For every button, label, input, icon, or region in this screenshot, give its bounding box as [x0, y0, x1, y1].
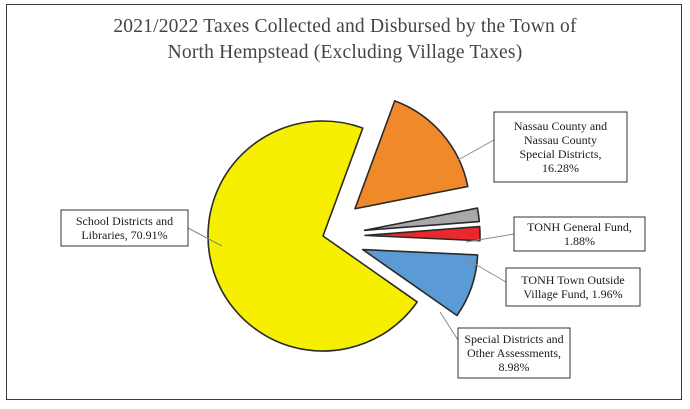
- chart-title: 2021/2022 Taxes Collected and Disbursed …: [0, 14, 690, 66]
- data-label-line: Special Districts and: [464, 332, 563, 346]
- data-label-line: TONH Town Outside: [521, 273, 624, 287]
- data-label-box-tonh-general-fund: [513, 216, 646, 252]
- data-label-box-tonh-outside-village: [505, 267, 641, 307]
- pie-slice-nassau-county: [354, 100, 469, 210]
- data-label-line: Other Assessments,: [467, 346, 561, 360]
- pie-slice-tonh-outside-village: [364, 225, 481, 242]
- chart-title-line-1: 2021/2022 Taxes Collected and Disbursed …: [113, 16, 577, 37]
- pie-slice-special-districts: [361, 248, 479, 317]
- data-label-line: 8.98%: [499, 360, 530, 374]
- leader-line-tonh-outside-village: [467, 259, 507, 283]
- data-label-tonh-general-fund: TONH General Fund, 1.88%: [527, 220, 632, 248]
- data-label-box-nassau-county: [493, 111, 628, 183]
- data-label-line: Village Fund, 1.96%: [523, 287, 622, 301]
- pie-slice-school-districts: [207, 120, 419, 352]
- leader-line-nassau-county: [457, 139, 495, 161]
- pie-slice-tonh-general-fund: [363, 207, 481, 232]
- data-label-tonh-outside-village: TONH Town Outside Village Fund, 1.96%: [521, 273, 624, 301]
- data-label-box-school-districts: [60, 209, 189, 247]
- data-label-line: 16.28%: [542, 161, 579, 175]
- data-label-line: Libraries, 70.91%: [81, 228, 167, 242]
- data-label-line: Special Districts,: [520, 147, 602, 161]
- data-label-line: TONH General Fund,: [527, 220, 632, 234]
- leader-line-special-districts: [439, 311, 459, 341]
- leader-line-school-districts: [187, 227, 223, 247]
- leader-line-tonh-general-fund: [465, 233, 515, 243]
- data-label-line: Nassau County and: [514, 119, 607, 133]
- data-label-box-special-districts: [457, 327, 571, 379]
- chart-title-line-2: North Hempstead (Excluding Village Taxes…: [167, 42, 523, 63]
- data-label-nassau-county: Nassau County and Nassau County Special Di…: [514, 119, 607, 175]
- data-label-school-districts: School Districts and Libraries, 70.91%: [76, 214, 173, 242]
- data-label-line: 1.88%: [564, 234, 595, 248]
- data-label-line: Nassau County: [524, 133, 597, 147]
- data-label-special-districts: Special Districts and Other Assessments, 8…: [464, 332, 563, 374]
- data-label-line: School Districts and: [76, 214, 173, 228]
